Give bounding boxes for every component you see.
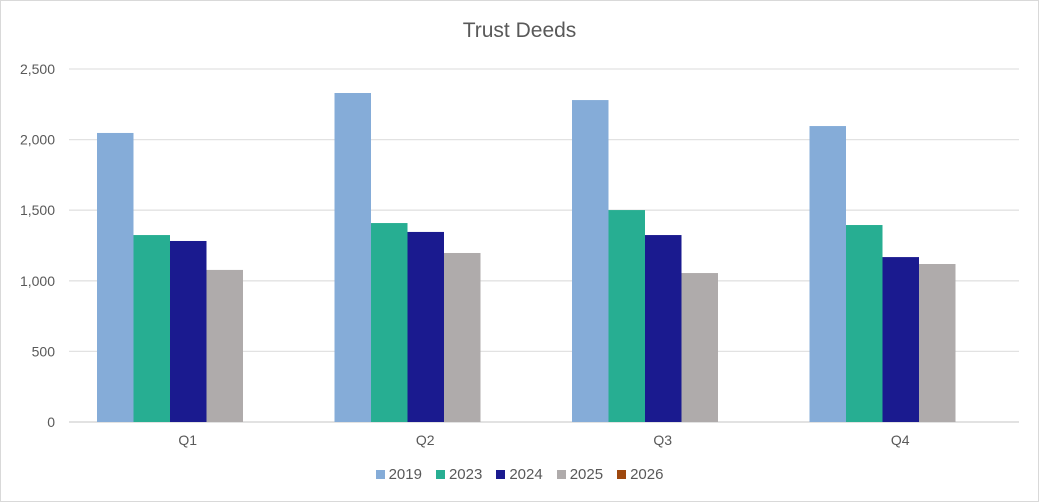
legend-label: 2024 [509, 466, 543, 483]
y-tick-label: 1,000 [20, 273, 55, 289]
legend-item-2026: 2026 [617, 466, 663, 483]
bar-2024-Q3 [645, 235, 682, 422]
legend-swatch [496, 470, 506, 479]
bar-2019-Q4 [809, 126, 846, 422]
y-tick-label: 2,500 [20, 61, 55, 77]
legend: 2019 2023 2024 2025 2026 [1, 466, 1038, 483]
legend-swatch [617, 470, 627, 479]
legend-label: 2023 [448, 466, 483, 483]
legend-item-2023: 2023 [435, 466, 483, 483]
y-tick-label: 1,500 [20, 202, 55, 218]
y-tick-label: 0 [47, 414, 55, 430]
legend-swatch [375, 470, 385, 479]
bar-2019-Q3 [572, 100, 609, 423]
x-tick-label: Q4 [891, 432, 910, 448]
legend-swatch [556, 470, 566, 479]
bar-2024-Q1 [170, 240, 207, 422]
legend-item-2024: 2024 [496, 466, 543, 483]
bar-2023-Q2 [371, 223, 408, 422]
bar-2019-Q2 [334, 93, 371, 422]
bar-2025-Q2 [444, 252, 481, 422]
bar-2023-Q4 [846, 225, 883, 422]
chart-title: Trust Deeds [462, 19, 577, 42]
legend-item-2025: 2025 [556, 466, 604, 483]
y-tick-label: 2,000 [20, 132, 55, 148]
legend-label: 2019 [388, 466, 422, 483]
legend-item-2019: 2019 [375, 466, 422, 483]
bar-2024-Q4 [882, 257, 919, 422]
x-tick-label: Q1 [178, 432, 197, 448]
legend-label: 2026 [630, 466, 664, 483]
y-tick-label: 500 [32, 343, 56, 359]
bar-2023-Q1 [133, 235, 170, 422]
bar-2025-Q4 [919, 263, 956, 422]
bar-2019-Q1 [97, 132, 134, 422]
x-tick-label: Q2 [416, 432, 435, 448]
bar-2024-Q2 [407, 231, 444, 422]
legend-swatch [435, 470, 445, 479]
bar-2025-Q3 [681, 273, 718, 422]
legend-label: 2025 [569, 466, 604, 483]
bar-2025-Q1 [206, 269, 243, 422]
bar-2023-Q3 [608, 210, 645, 422]
x-tick-label: Q3 [653, 432, 672, 448]
